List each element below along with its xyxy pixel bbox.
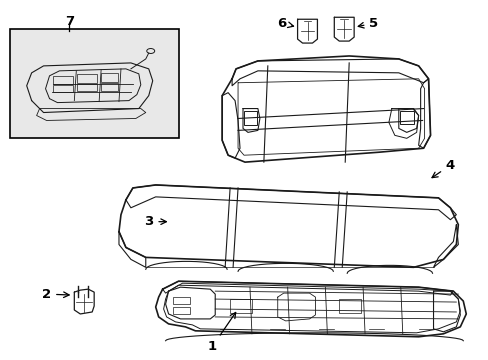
Text: 5: 5 xyxy=(358,17,378,30)
Bar xyxy=(77,84,97,91)
Bar xyxy=(399,111,413,125)
Bar xyxy=(53,85,73,92)
Text: 7: 7 xyxy=(65,15,74,28)
Text: 4: 4 xyxy=(431,159,454,177)
Text: 6: 6 xyxy=(277,17,293,30)
Bar xyxy=(53,76,73,84)
Text: 1: 1 xyxy=(207,312,235,353)
Bar xyxy=(77,74,97,83)
Bar xyxy=(101,73,118,82)
Text: 3: 3 xyxy=(144,215,166,228)
Bar xyxy=(230,299,251,313)
Bar xyxy=(10,29,178,138)
Bar xyxy=(101,83,118,91)
Bar xyxy=(172,307,190,314)
Text: 2: 2 xyxy=(42,288,69,301)
Bar xyxy=(244,111,256,125)
Bar xyxy=(339,299,360,313)
Bar xyxy=(172,297,190,304)
